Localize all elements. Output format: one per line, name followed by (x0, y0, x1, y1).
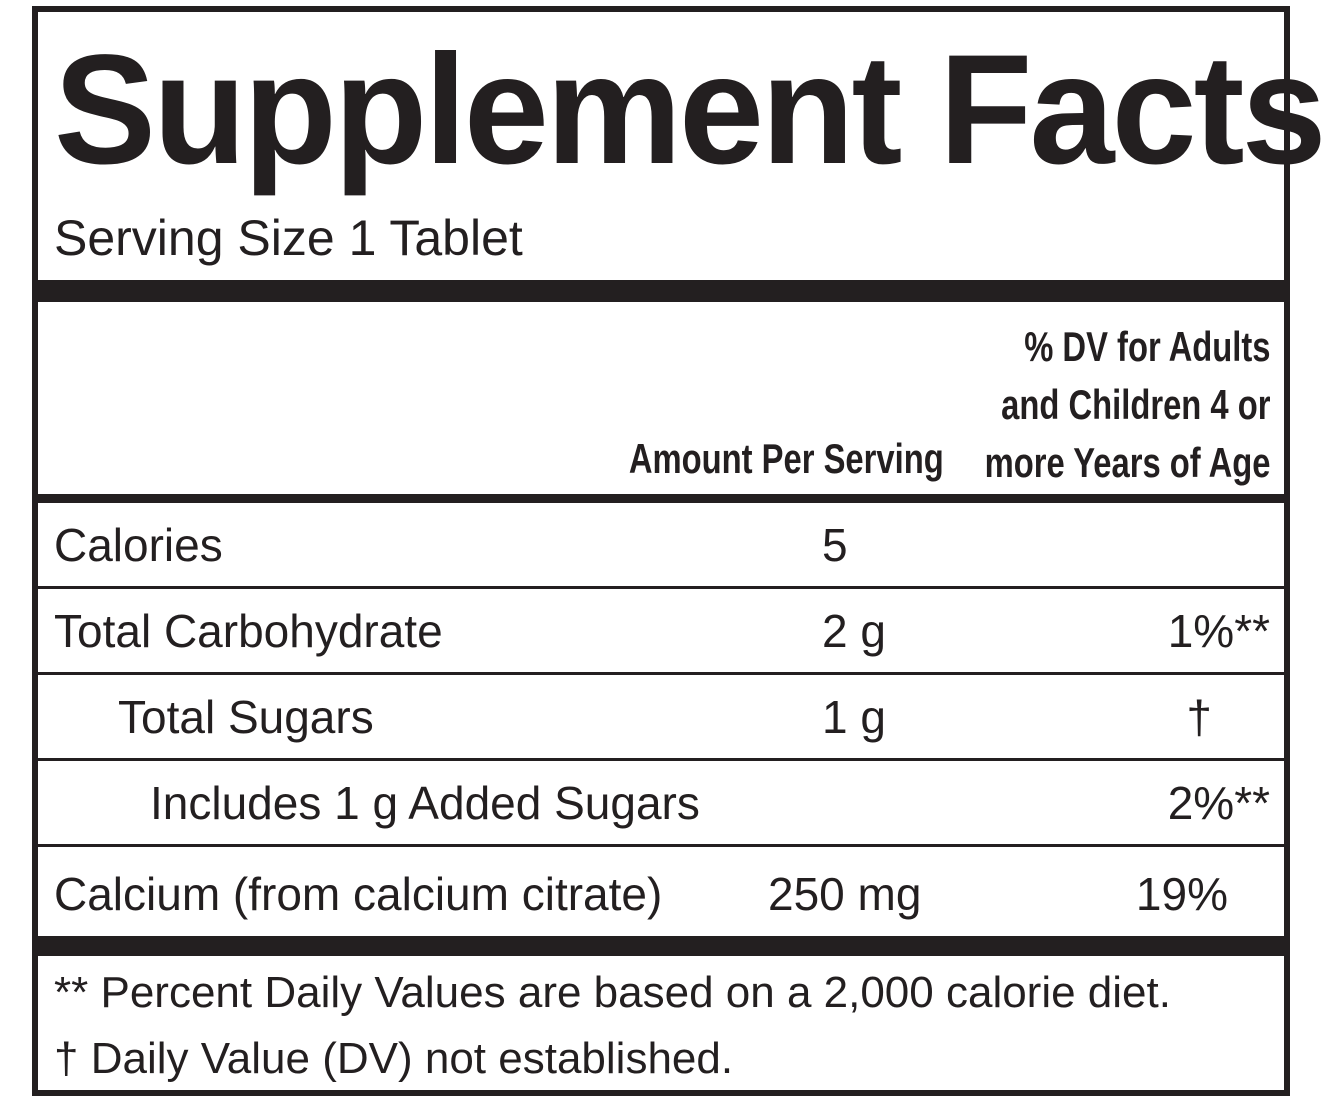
dv-header-line: more Years of Age (984, 439, 1270, 486)
amount-column-header: Amount Per Serving (629, 435, 944, 482)
dv-header-line: % DV for Adults (1023, 323, 1270, 370)
nutrient-amount: 1 g (822, 691, 886, 743)
nutrient-dv: 19% (1135, 868, 1228, 920)
serving-size: Serving Size 1 Tablet (54, 210, 523, 266)
nutrient-row-added-sugars: Includes 1 g Added Sugars 2%** (38, 761, 1284, 845)
thick-divider (38, 280, 1284, 302)
row-divider (38, 844, 1284, 847)
dv-header-line: and Children 4 or (1000, 381, 1270, 428)
nutrient-dv: 2%** (1167, 777, 1270, 829)
nutrient-amount: 250 mg (768, 868, 922, 920)
nutrient-name: Total Carbohydrate (54, 605, 443, 657)
nutrient-amount: 2 g (822, 605, 886, 657)
nutrient-name: Includes 1 g Added Sugars (150, 777, 700, 829)
nutrient-dv: † (1186, 691, 1212, 743)
nutrient-dv: 1%** (1167, 605, 1270, 657)
nutrient-row-calcium: Calcium (from calcium citrate) 250 mg 19… (38, 852, 1284, 936)
nutrient-name: Total Sugars (118, 691, 374, 743)
nutrient-row-calories: Calories 5 (38, 503, 1284, 587)
nutrient-name: Calcium (from calcium citrate) (54, 868, 663, 920)
footnote-dv-basis: ** Percent Daily Values are based on a 2… (54, 968, 1171, 1017)
thick-divider (38, 936, 1284, 956)
row-divider (38, 672, 1284, 675)
nutrient-row-total-carbohydrate: Total Carbohydrate 2 g 1%** (38, 589, 1284, 673)
footnote-dv-not-established: † Daily Value (DV) not established. (54, 1034, 734, 1083)
row-divider (38, 586, 1284, 589)
dv-column-header: % DV for Adults and Children 4 or more Y… (984, 318, 1270, 492)
supplement-facts-panel: Supplement Facts Serving Size 1 Tablet %… (32, 6, 1327, 1096)
nutrient-row-total-sugars: Total Sugars 1 g † (38, 675, 1284, 759)
nutrient-name: Calories (54, 519, 223, 571)
header-divider (38, 494, 1284, 503)
nutrient-amount: 5 (822, 519, 848, 571)
row-divider (38, 758, 1284, 761)
panel-title: Supplement Facts (54, 23, 1327, 197)
